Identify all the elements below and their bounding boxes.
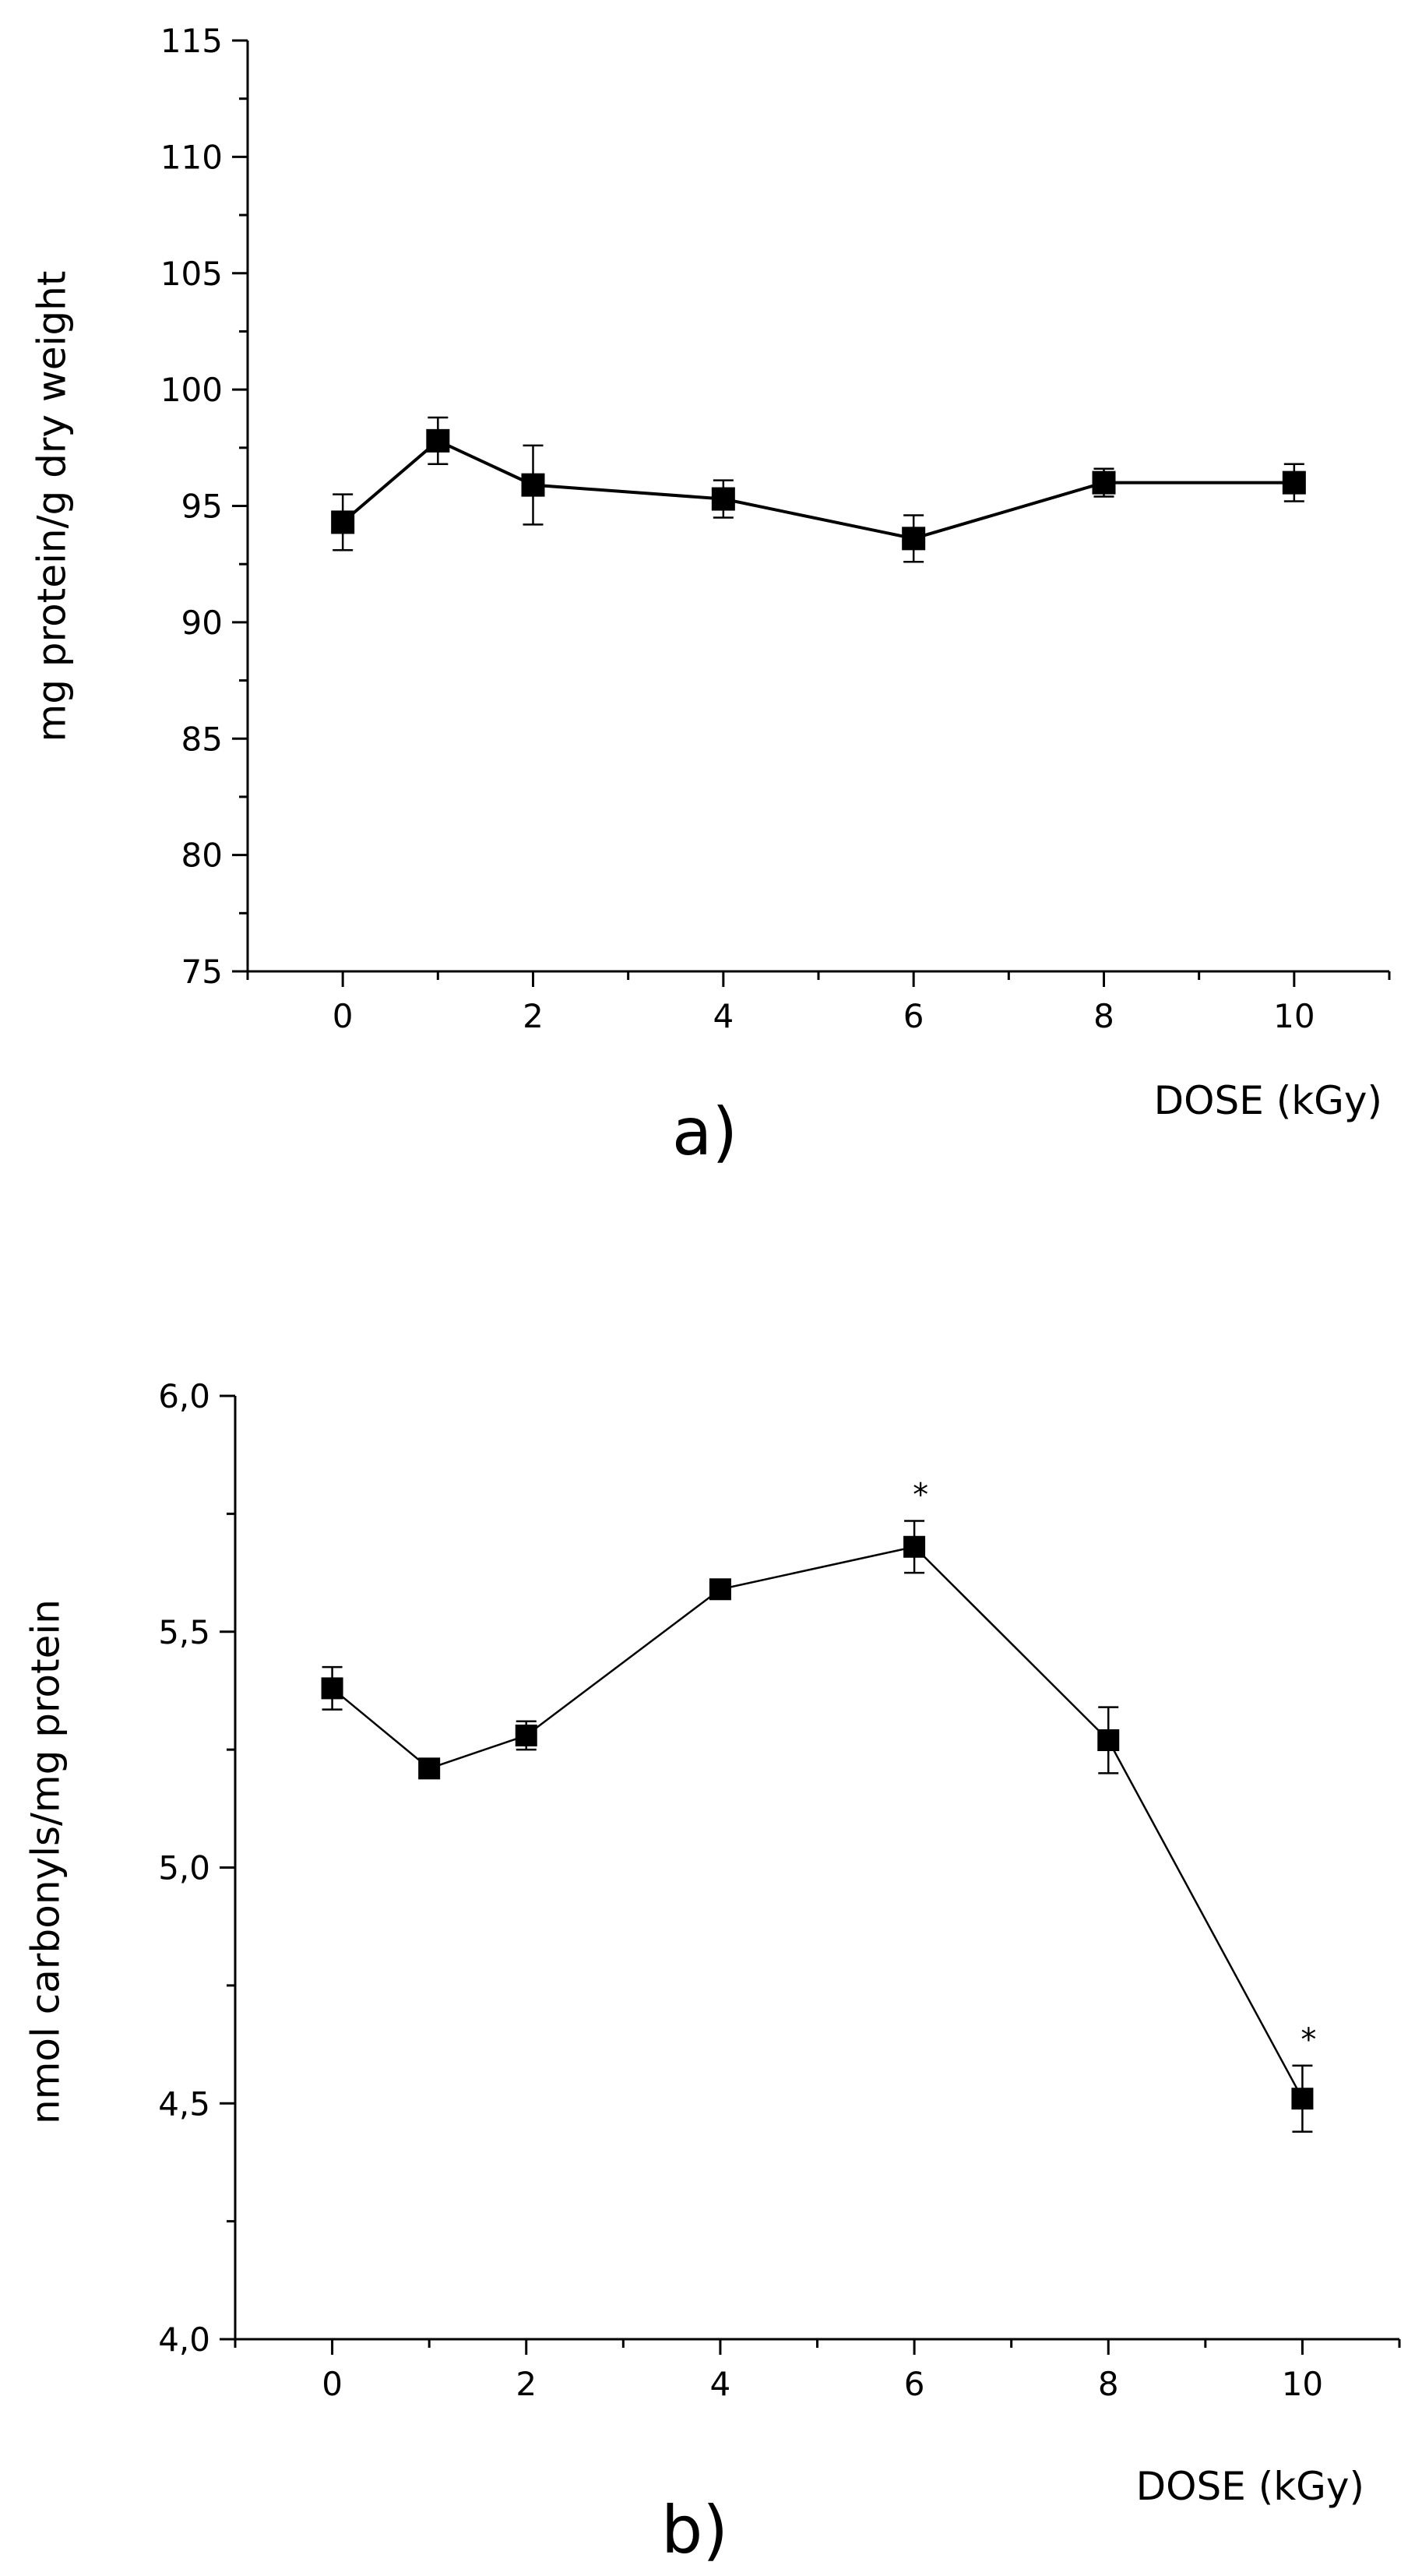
y-tick-label: 100 — [160, 371, 223, 409]
x-tick-label: 4 — [713, 997, 734, 1035]
y-tick-label: 4,0 — [158, 2321, 210, 2359]
x-tick-label: 6 — [904, 2365, 925, 2403]
y-tick-label: 6,0 — [158, 1377, 210, 1415]
y-axis-title: mg protein/g dry weight — [30, 271, 75, 742]
data-point — [709, 1578, 731, 1601]
panel-label: a) — [672, 1094, 737, 1170]
y-tick-label: 115 — [160, 22, 223, 60]
data-point — [426, 428, 450, 453]
y-tick-label: 90 — [181, 604, 223, 642]
y-tick-label: 85 — [181, 720, 223, 758]
y-tick-label: 105 — [160, 255, 223, 293]
x-tick-label: 6 — [903, 997, 924, 1035]
chart-panel-a: 75 80 85 90 95 100 105 110 115 0 2 4 6 8 10 mg protein/… — [30, 22, 1391, 1170]
data-point — [1097, 1729, 1120, 1752]
y-tick-label: 4,5 — [158, 2084, 210, 2123]
y-tick-label: 75 — [181, 953, 223, 991]
y-tick-label: 95 — [181, 488, 223, 526]
x-tick-label: 2 — [516, 2365, 537, 2403]
x-tick-label: 10 — [1282, 2365, 1323, 2403]
significance-marker: * — [1301, 2022, 1316, 2058]
series-line — [331, 1545, 1304, 2099]
series-line — [341, 439, 1294, 541]
x-axis-title: DOSE (kGy) — [1154, 1078, 1382, 1123]
data-point — [331, 510, 355, 534]
x-tick-label: 4 — [710, 2365, 731, 2403]
y-tick-label: 5,5 — [158, 1613, 210, 1651]
x-tick-label: 8 — [1098, 2365, 1119, 2403]
x-tick-label: 8 — [1093, 997, 1114, 1035]
x-tick-label: 0 — [322, 2365, 343, 2403]
data-point — [1092, 470, 1116, 495]
data-point — [321, 1677, 343, 1700]
y-axis-title: nmol carbonyls/mg protein — [23, 1599, 69, 2124]
data-point — [902, 527, 926, 551]
data-point — [711, 487, 735, 511]
x-tick-label: 2 — [523, 997, 544, 1035]
significance-marker: * — [913, 1477, 928, 1513]
y-tick-label: 5,0 — [158, 1849, 210, 1887]
y-tick-label: 110 — [160, 138, 223, 176]
data-point — [903, 1535, 926, 1558]
chart-panel-b: 4,0 4,5 5,0 5,5 6,0 0 2 4 6 8 10 * * nmol carbonyls/m… — [23, 1377, 1401, 2568]
data-point — [1282, 470, 1306, 495]
panel-label: b) — [661, 2492, 728, 2568]
data-point — [515, 1724, 537, 1746]
x-tick-label: 10 — [1273, 997, 1315, 1035]
x-tick-label: 0 — [333, 997, 354, 1035]
data-point — [521, 473, 545, 497]
x-axis-title: DOSE (kGy) — [1136, 2464, 1364, 2509]
data-point — [1291, 2088, 1314, 2110]
y-tick-label: 80 — [181, 837, 223, 875]
data-point — [418, 1757, 441, 1780]
